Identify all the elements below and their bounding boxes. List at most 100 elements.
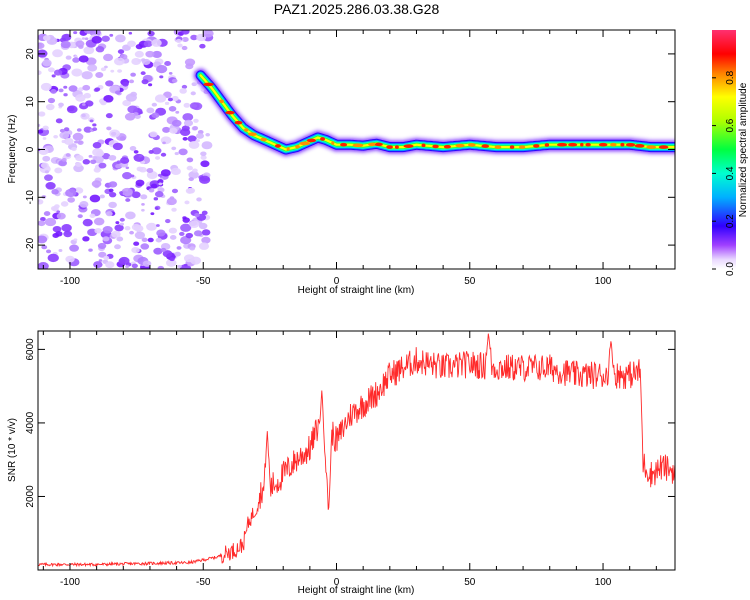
noise-blob bbox=[183, 263, 188, 267]
noise-blob bbox=[75, 40, 85, 48]
noise-blob bbox=[38, 129, 44, 134]
noise-blob bbox=[166, 197, 177, 206]
snr-y-tick-label: 6000 bbox=[25, 338, 36, 361]
noise-blob bbox=[128, 31, 133, 35]
noise-blob bbox=[92, 123, 97, 127]
snr-x-tick-label: -50 bbox=[196, 577, 211, 588]
noise-blob bbox=[42, 125, 49, 131]
noise-blob bbox=[108, 181, 118, 188]
noise-blob bbox=[158, 182, 163, 186]
noise-blob bbox=[79, 201, 89, 208]
noise-blob bbox=[71, 68, 83, 77]
ridge-peak bbox=[468, 143, 476, 147]
noise-blob bbox=[177, 43, 183, 48]
noise-blob bbox=[171, 78, 178, 83]
ridge-peak bbox=[421, 143, 426, 148]
noise-blob bbox=[78, 55, 89, 63]
noise-blob bbox=[125, 265, 130, 268]
noise-blob bbox=[181, 30, 190, 35]
noise-blob bbox=[110, 69, 115, 73]
noise-blob bbox=[38, 111, 46, 117]
noise-blob bbox=[55, 231, 63, 237]
noise-blob bbox=[72, 57, 80, 63]
noise-blob bbox=[89, 213, 96, 218]
noise-blob bbox=[170, 167, 181, 176]
noise-blob bbox=[95, 71, 104, 78]
chart-title: PAZ1.2025.286.03.38.G28 bbox=[273, 1, 440, 17]
snr-x-label: Height of straight line (km) bbox=[298, 585, 415, 596]
noise-blob bbox=[183, 102, 191, 108]
noise-blob bbox=[101, 35, 110, 42]
noise-blob bbox=[115, 221, 120, 225]
noise-blob bbox=[193, 230, 203, 237]
noise-blob bbox=[136, 166, 144, 172]
noise-blob bbox=[63, 127, 70, 132]
noise-blob bbox=[88, 248, 93, 252]
noise-blob bbox=[157, 179, 164, 184]
ridge-peak bbox=[557, 142, 568, 147]
ridge-peak bbox=[219, 99, 225, 104]
noise-blob bbox=[168, 227, 178, 234]
noise-blob bbox=[160, 152, 167, 157]
spectrogram-y-tick-label: 0 bbox=[25, 146, 36, 152]
noise-blob bbox=[185, 63, 194, 70]
noise-blob bbox=[63, 137, 74, 145]
noise-blob bbox=[141, 237, 148, 243]
noise-blob bbox=[125, 93, 137, 102]
noise-blob bbox=[138, 154, 143, 158]
noise-blob bbox=[38, 235, 48, 244]
noise-blob bbox=[108, 154, 117, 161]
noise-blob bbox=[40, 217, 46, 222]
noise-blob bbox=[122, 99, 131, 107]
noise-blob bbox=[131, 57, 141, 65]
noise-blob bbox=[112, 142, 123, 151]
noise-blob bbox=[114, 244, 121, 250]
noise-blob bbox=[56, 212, 66, 220]
noise-blob bbox=[73, 164, 84, 173]
snr-series bbox=[38, 333, 675, 568]
noise-blob bbox=[83, 46, 95, 55]
noise-blob bbox=[82, 195, 87, 199]
noise-blob bbox=[91, 36, 102, 44]
colorbar-tick-label: 0.2 bbox=[725, 214, 736, 228]
ridge-peak bbox=[225, 110, 235, 115]
noise-blob bbox=[181, 45, 188, 51]
noise-blob bbox=[198, 242, 210, 250]
noise-blob bbox=[194, 212, 200, 218]
noise-blob bbox=[125, 166, 130, 170]
noise-blob bbox=[162, 141, 166, 145]
noise-blob bbox=[190, 34, 198, 41]
noise-blob bbox=[131, 263, 138, 269]
noise-blob bbox=[171, 188, 179, 194]
noise-blob bbox=[175, 110, 180, 114]
noise-blob bbox=[174, 151, 179, 156]
noise-blob bbox=[51, 74, 56, 78]
noise-blob bbox=[105, 80, 114, 87]
noise-blob bbox=[184, 200, 190, 205]
noise-blob bbox=[119, 217, 125, 222]
noise-blob bbox=[155, 224, 160, 227]
noise-blob bbox=[152, 50, 162, 59]
noise-blob bbox=[151, 147, 162, 155]
noise-blob bbox=[159, 75, 164, 79]
noise-blob bbox=[61, 139, 67, 144]
ridge-peak bbox=[658, 145, 669, 149]
noise-blob bbox=[108, 191, 117, 198]
spectrogram-y-tick-label: -10 bbox=[25, 190, 36, 205]
noise-blob bbox=[82, 236, 90, 242]
colorbar-gradient bbox=[712, 30, 736, 269]
noise-blob bbox=[52, 225, 62, 233]
ridge-peak bbox=[494, 145, 502, 149]
noise-blob bbox=[148, 150, 154, 154]
noise-blob bbox=[119, 191, 124, 195]
spectrogram-x-tick-label: 50 bbox=[464, 276, 476, 287]
noise-blob bbox=[83, 92, 92, 99]
ridge-peak bbox=[403, 144, 414, 148]
noise-blob bbox=[89, 119, 94, 123]
noise-blob bbox=[75, 94, 86, 102]
snr-y-label: SNR (10 * v/v) bbox=[7, 418, 18, 482]
noise-blob bbox=[42, 59, 52, 67]
noise-blob bbox=[133, 112, 139, 116]
noise-blob bbox=[93, 167, 101, 173]
noise-blob bbox=[44, 217, 57, 227]
